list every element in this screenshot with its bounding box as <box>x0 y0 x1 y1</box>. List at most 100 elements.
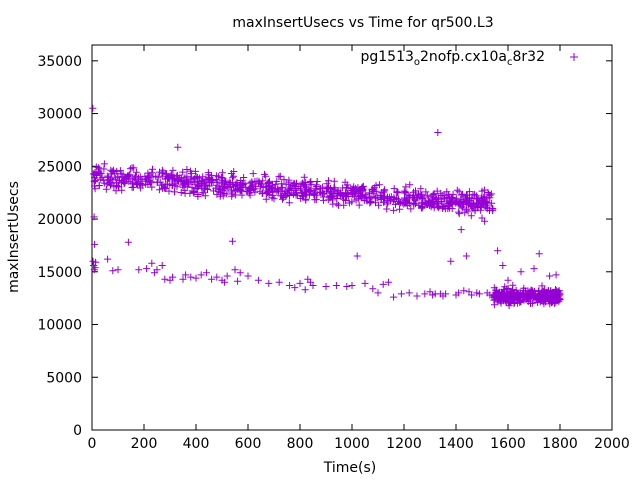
data-point <box>158 166 166 174</box>
data-point <box>100 179 108 187</box>
data-point <box>390 206 398 214</box>
data-point <box>462 195 469 203</box>
data-point <box>342 197 350 204</box>
data-point <box>91 185 99 193</box>
data-point <box>555 297 563 305</box>
data-point <box>366 199 374 207</box>
x-tick-label: 800 <box>287 436 314 452</box>
data-point <box>278 180 286 188</box>
data-point <box>369 185 377 193</box>
data-point <box>132 172 139 180</box>
data-point <box>511 296 518 304</box>
data-point <box>320 196 327 204</box>
data-point <box>191 167 199 175</box>
data-point <box>393 189 401 197</box>
data-point <box>302 196 310 204</box>
data-point <box>259 183 267 191</box>
data-point <box>227 170 235 177</box>
data-point <box>259 177 267 185</box>
data-point <box>387 196 394 204</box>
data-point <box>171 188 178 196</box>
data-point <box>118 178 125 186</box>
y-tick-label: 5000 <box>46 370 82 386</box>
data-point <box>333 200 341 208</box>
data-point <box>517 268 525 276</box>
data-point <box>348 282 356 289</box>
data-point <box>460 287 468 295</box>
data-point <box>375 201 383 209</box>
data-point <box>89 104 97 112</box>
data-point <box>464 207 472 215</box>
data-point <box>403 202 411 209</box>
data-point <box>291 180 299 188</box>
data-point <box>361 279 369 287</box>
data-point <box>425 198 433 206</box>
data-point <box>158 262 166 269</box>
data-point <box>296 279 304 287</box>
data-point <box>301 286 309 294</box>
data-point <box>129 183 137 191</box>
data-point <box>316 184 324 192</box>
data-point <box>546 272 554 280</box>
data-point <box>453 186 461 194</box>
data-point <box>422 188 430 196</box>
data-point <box>312 182 320 190</box>
data-point <box>152 172 160 180</box>
data-point <box>173 183 181 191</box>
data-point <box>169 166 177 174</box>
data-point <box>311 190 318 198</box>
data-point <box>343 193 350 200</box>
data-point <box>199 176 207 184</box>
data-point <box>358 187 366 195</box>
x-tick-label: 1800 <box>542 436 578 452</box>
data-point <box>100 160 108 168</box>
data-point <box>499 262 507 269</box>
data-point <box>397 290 405 298</box>
data-point <box>509 281 517 289</box>
data-point <box>280 189 288 197</box>
data-point <box>486 291 494 299</box>
data-point <box>240 174 248 181</box>
plot-border <box>91 44 613 431</box>
data-point <box>148 259 156 267</box>
data-point <box>179 275 187 283</box>
data-point <box>443 195 451 203</box>
data-point <box>238 191 246 199</box>
data-point <box>201 192 209 200</box>
data-point <box>130 164 138 172</box>
data-point <box>177 189 185 196</box>
data-point <box>96 169 104 177</box>
data-point <box>135 180 143 188</box>
data-point <box>135 266 143 274</box>
y-tick-label: 0 <box>73 423 82 439</box>
data-point <box>332 282 340 289</box>
data-point <box>535 250 543 258</box>
data-point <box>326 187 334 195</box>
data-point <box>365 189 373 197</box>
data-point <box>504 276 512 284</box>
data-point <box>229 174 236 182</box>
data-point <box>187 273 195 281</box>
data-point <box>478 187 486 195</box>
data-point <box>352 196 360 204</box>
data-point <box>228 237 236 245</box>
data-point <box>179 168 187 176</box>
data-point <box>271 185 279 193</box>
data-point <box>323 180 331 188</box>
data-point <box>245 189 253 197</box>
data-point <box>263 190 271 198</box>
data-point <box>236 269 244 277</box>
data-point <box>419 203 427 211</box>
data-point <box>109 267 117 275</box>
data-point <box>466 197 474 205</box>
data-point <box>369 285 377 293</box>
data-point <box>125 171 133 179</box>
data-point <box>481 217 489 225</box>
data-point <box>162 184 170 192</box>
data-point <box>258 180 265 188</box>
data-point <box>410 201 418 209</box>
x-tick-label: 400 <box>183 436 210 452</box>
data-point <box>449 190 457 198</box>
data-point <box>377 189 385 197</box>
data-point <box>218 176 226 184</box>
